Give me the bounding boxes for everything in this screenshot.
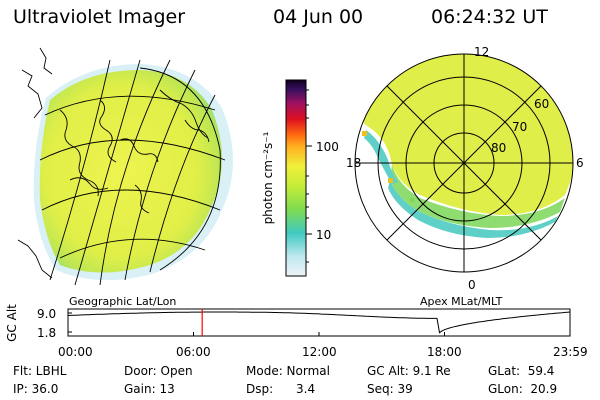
mlt-label-6: 6 — [576, 156, 584, 170]
date-label: 04 Jun 00 — [273, 6, 364, 28]
colorbar-unit-label: photon cm⁻²s⁻¹ — [261, 131, 275, 225]
lat-label-70: 70 — [512, 120, 528, 134]
colorbar-tick-10: 10 — [316, 228, 332, 242]
altitude-ylabel: GC Alt — [5, 304, 19, 342]
status-ip: IP: 36.0 — [13, 382, 59, 396]
status-glon: GLon: 20.9 — [488, 382, 558, 396]
mlt-label-18: 18 — [346, 156, 362, 170]
right-panel-caption: Apex MLat/MLT — [420, 295, 503, 308]
altitude-xtick-0600: 06:00 — [176, 345, 211, 359]
time-label: 06:24:32 UT — [431, 6, 548, 28]
left-panel-caption: Geographic Lat/Lon — [69, 295, 177, 308]
polar-image — [354, 53, 574, 273]
mlt-label-0: 0 — [468, 278, 476, 292]
altitude-xtick-1200: 12:00 — [302, 345, 337, 359]
status-flt: Flt: LBHL — [13, 364, 67, 378]
mlt-label-12: 12 — [474, 45, 490, 59]
status-gain: Gain: 13 — [124, 382, 175, 396]
status-glat: GLat: 59.4 — [488, 364, 555, 378]
status-seq: Seq: 39 — [367, 382, 413, 396]
altitude-plot — [67, 308, 571, 337]
altitude-xtick-0000: 00:00 — [58, 345, 93, 359]
colorbar-tick-100: 100 — [316, 140, 339, 154]
status-dsp: Dsp: 3.4 — [246, 382, 316, 396]
altitude-ytick-max: 9.0 — [37, 307, 57, 321]
colorbar — [285, 79, 312, 277]
geographic-image — [17, 47, 233, 286]
instrument-title: Ultraviolet Imager — [13, 6, 186, 28]
status-mode: Mode: Normal — [246, 364, 330, 378]
lat-label-80: 80 — [491, 141, 507, 155]
status-gc-alt: GC Alt: 9.1 Re — [367, 364, 451, 378]
status-door: Door: Open — [124, 364, 193, 378]
altitude-xtick-2359: 23:59 — [553, 345, 588, 359]
altitude-ytick-min: 1.8 — [37, 326, 57, 340]
lat-label-60: 60 — [534, 97, 550, 111]
altitude-xtick-1800: 18:00 — [427, 345, 462, 359]
